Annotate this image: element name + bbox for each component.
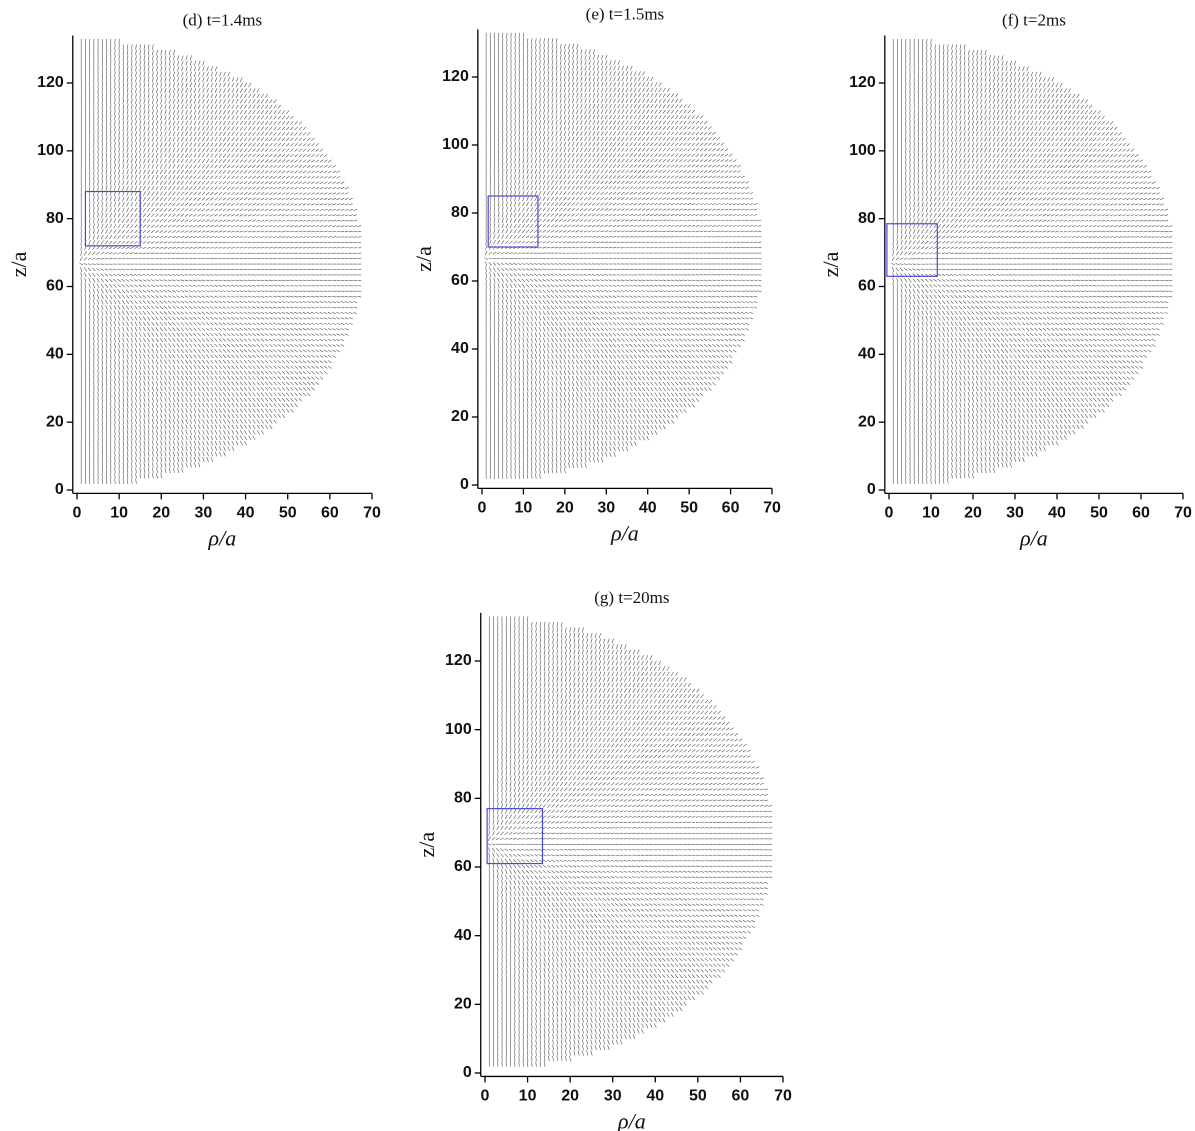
x-tick-label: 40 [237, 505, 255, 522]
chart-title: (g) t=20ms [594, 588, 669, 607]
x-tick-label: 0 [481, 1088, 490, 1105]
y-tick-label: 0 [867, 481, 876, 498]
x-tick-label: 70 [1174, 505, 1192, 522]
x-tick-label: 0 [478, 500, 487, 517]
x-tick-label: 10 [922, 505, 940, 522]
x-axis-label: ρ/a [1019, 525, 1048, 550]
y-tick-label: 100 [445, 721, 472, 738]
chart-title: (f) t=2ms [1002, 10, 1066, 29]
y-tick-label: 20 [454, 996, 472, 1013]
x-axis-label: ρ/a [208, 525, 237, 550]
y-tick-label: 0 [460, 476, 469, 493]
x-tick-label: 70 [774, 1088, 792, 1105]
highlight-box [84, 190, 141, 247]
panel: 0 20 40 60 80 100 120 0 10 20 30 40 50 60 70 (f) t=2ms ρ… [818, 10, 1192, 550]
y-tick-label: 80 [858, 210, 876, 227]
x-tick-label: 50 [1090, 505, 1108, 522]
y-tick-label: 40 [454, 927, 472, 944]
y-axis-label: z/a [411, 246, 436, 272]
y-tick-label: 120 [442, 68, 469, 85]
x-tick-label: 10 [519, 1088, 537, 1105]
y-tick-label: 100 [442, 136, 469, 153]
x-tick-label: 20 [556, 500, 574, 517]
x-axis-label: ρ/a [617, 1108, 646, 1131]
highlight-box [487, 195, 539, 248]
x-tick-label: 10 [110, 505, 128, 522]
vector-field [487, 616, 773, 1067]
vector-field [484, 32, 762, 479]
panel: 0 20 40 60 80 100 120 0 10 20 30 40 50 60 70 (g) t=20ms… [414, 588, 792, 1131]
y-tick-label: 100 [849, 142, 876, 159]
x-axis-label: ρ/a [610, 520, 639, 545]
panel: 0 20 40 60 80 100 120 0 10 20 30 40 50 60 70 (e) t=1.5m… [411, 4, 781, 545]
highlight-box [886, 223, 938, 277]
y-tick-label: 120 [37, 74, 64, 91]
x-tick-label: 70 [763, 500, 781, 517]
x-tick-label: 60 [732, 1088, 750, 1105]
chart-title: (e) t=1.5ms [586, 4, 665, 23]
y-axis-label: z/a [414, 832, 439, 858]
y-tick-label: 40 [46, 346, 64, 363]
panel: 0 20 40 60 80 100 120 0 10 20 30 40 50 60 70 (d) t=1.4m… [6, 10, 381, 550]
x-tick-label: 20 [964, 505, 982, 522]
y-tick-label: 20 [451, 408, 469, 425]
y-tick-label: 120 [445, 652, 472, 669]
y-tick-label: 40 [451, 340, 469, 357]
x-tick-label: 30 [1006, 505, 1024, 522]
x-tick-label: 40 [1048, 505, 1066, 522]
y-axis-label: z/a [818, 251, 843, 277]
highlight-box [486, 808, 544, 865]
y-tick-label: 60 [46, 278, 64, 295]
x-tick-label: 40 [646, 1088, 664, 1105]
vector-field [79, 38, 362, 484]
y-tick-label: 80 [454, 790, 472, 807]
x-tick-label: 30 [604, 1088, 622, 1105]
y-axis-label: z/a [6, 251, 31, 277]
vector-field [891, 38, 1173, 484]
y-tick-label: 120 [849, 74, 876, 91]
x-tick-label: 0 [73, 505, 82, 522]
x-tick-label: 60 [1132, 505, 1150, 522]
x-tick-label: 30 [597, 500, 615, 517]
x-tick-label: 40 [639, 500, 657, 517]
y-tick-label: 0 [55, 481, 64, 498]
x-tick-label: 70 [363, 505, 381, 522]
y-tick-label: 40 [858, 346, 876, 363]
x-tick-label: 10 [515, 500, 533, 517]
y-tick-label: 80 [46, 210, 64, 227]
chart-title: (d) t=1.4ms [183, 10, 262, 29]
x-tick-label: 50 [279, 505, 297, 522]
x-tick-label: 60 [321, 505, 339, 522]
y-tick-label: 20 [46, 413, 64, 430]
y-tick-label: 60 [858, 278, 876, 295]
x-tick-label: 50 [680, 500, 698, 517]
y-tick-label: 100 [37, 142, 64, 159]
y-tick-label: 60 [454, 858, 472, 875]
y-tick-label: 0 [463, 1064, 472, 1081]
y-tick-label: 20 [858, 413, 876, 430]
x-tick-label: 0 [885, 505, 894, 522]
y-tick-label: 60 [451, 272, 469, 289]
y-tick-label: 80 [451, 204, 469, 221]
x-tick-label: 20 [152, 505, 170, 522]
x-tick-label: 30 [195, 505, 213, 522]
x-tick-label: 20 [561, 1088, 579, 1105]
x-tick-label: 50 [689, 1088, 707, 1105]
x-tick-label: 60 [722, 500, 740, 517]
